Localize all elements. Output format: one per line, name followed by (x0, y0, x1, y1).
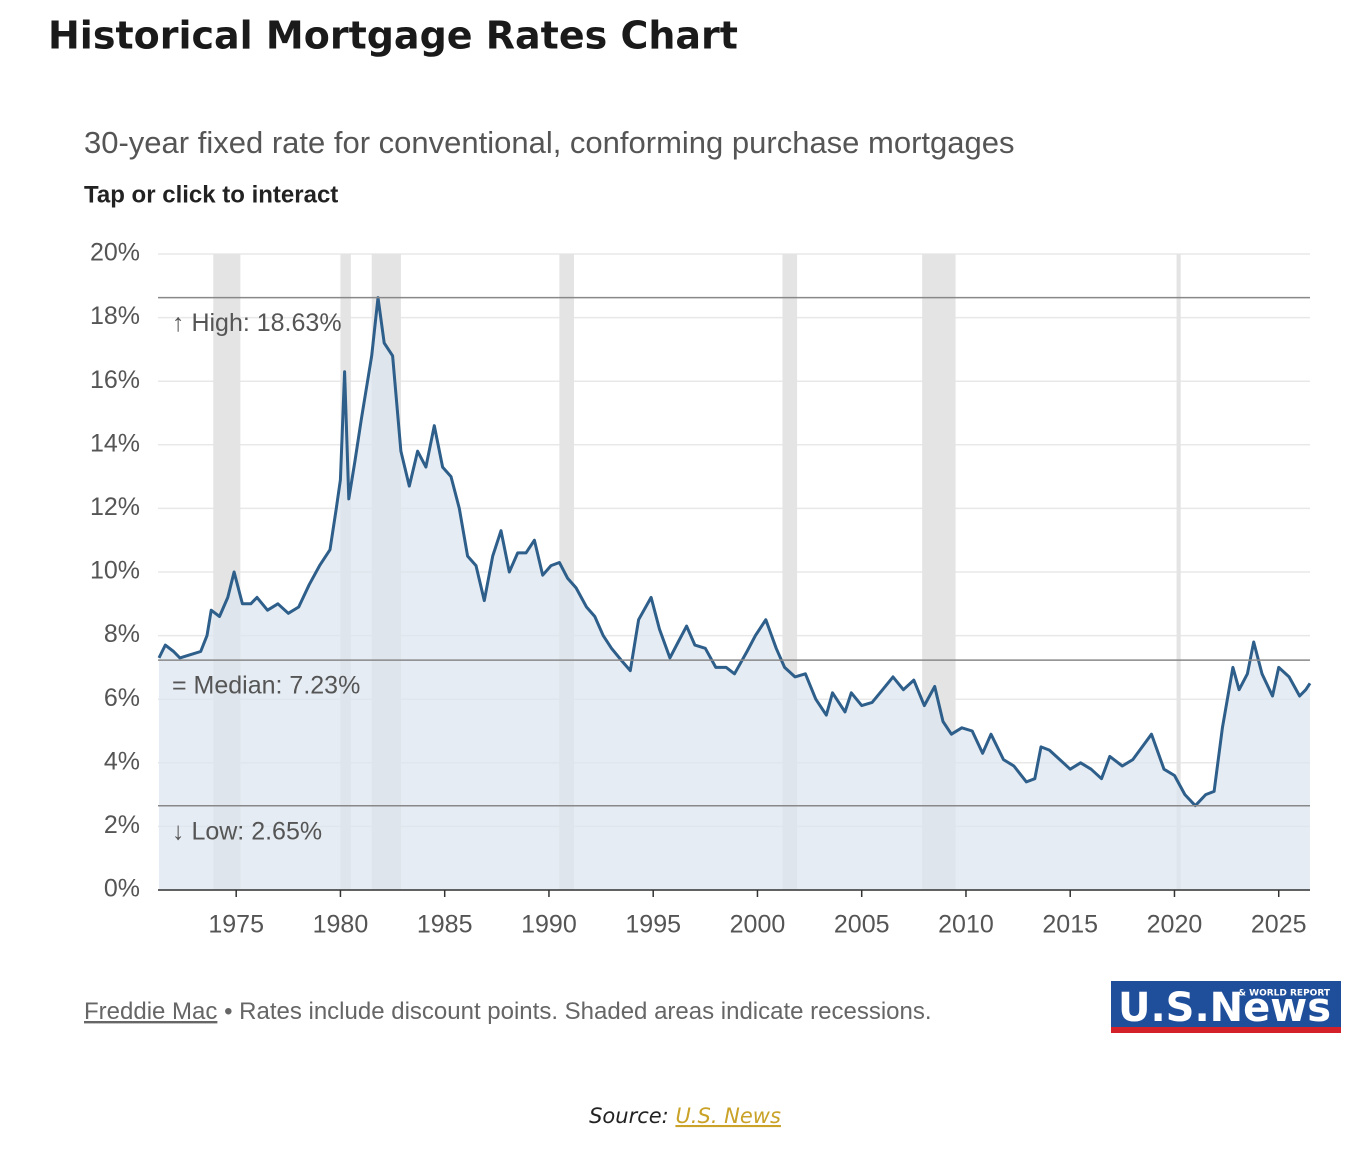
y-tick-label: 6% (104, 684, 140, 712)
reference-label: = Median: 7.23% (172, 672, 360, 700)
x-tick-label: 2005 (834, 911, 890, 939)
source: Source: U.S. News (589, 1104, 781, 1128)
reference-label: ↑ High: 18.63% (172, 309, 342, 337)
rate-line (157, 296, 1312, 808)
y-tick-label: 20% (90, 239, 140, 267)
logo-text: U.S.News (1118, 985, 1331, 1031)
x-tick-label: 2020 (1147, 911, 1203, 939)
y-tick-label: 8% (104, 620, 140, 648)
x-tick-label: 1980 (313, 911, 369, 939)
x-tick-label: 1995 (625, 911, 681, 939)
x-tick-label: 2000 (730, 911, 786, 939)
x-tick-label: 2010 (938, 911, 994, 939)
area (159, 297, 1310, 891)
note-link[interactable]: Freddie Mac (84, 998, 217, 1025)
source-label: Source: (589, 1104, 669, 1128)
y-tick-label: 4% (104, 747, 140, 775)
y-tick-label: 0% (104, 875, 140, 903)
y-tick-label: 16% (90, 366, 140, 394)
reference-label: ↓ Low: 2.65% (172, 817, 322, 845)
recession-band (1176, 254, 1181, 890)
y-tick-label: 12% (90, 493, 140, 521)
logo-stripe (1111, 1027, 1341, 1033)
y-tick-label: 14% (90, 429, 140, 457)
x-tick-label: 2025 (1251, 911, 1307, 939)
y-tick-label: 2% (104, 811, 140, 839)
x-tick-label: 1990 (521, 911, 577, 939)
page-heading: Historical Mortgage Rates Chart (48, 14, 738, 58)
x-tick-label: 2015 (1042, 911, 1098, 939)
chart-subtitle: Tap or click to interact (84, 181, 338, 208)
y-tick-label: 10% (90, 557, 140, 585)
y-tick-label: 18% (90, 302, 140, 330)
chart-note: Freddie Mac • Rates include discount poi… (84, 998, 932, 1025)
logo: U.S.News & WORLD REPORT (1111, 981, 1341, 1033)
x-tick-label: 1985 (417, 911, 473, 939)
logo-tagline: & WORLD REPORT (1238, 989, 1331, 999)
logo-box (1111, 981, 1341, 1027)
note-text: • Rates include discount points. Shaded … (224, 998, 931, 1025)
x-tick-label: 1975 (208, 911, 264, 939)
source-link[interactable]: U.S. News (675, 1104, 781, 1128)
plot: 0% 2% 4% 6% 8% 10% 12% 14% 16% 18% 20% 1975 1980 1985… (90, 239, 1312, 939)
chart-title: 30-year fixed rate for conventional, con… (84, 125, 1015, 160)
